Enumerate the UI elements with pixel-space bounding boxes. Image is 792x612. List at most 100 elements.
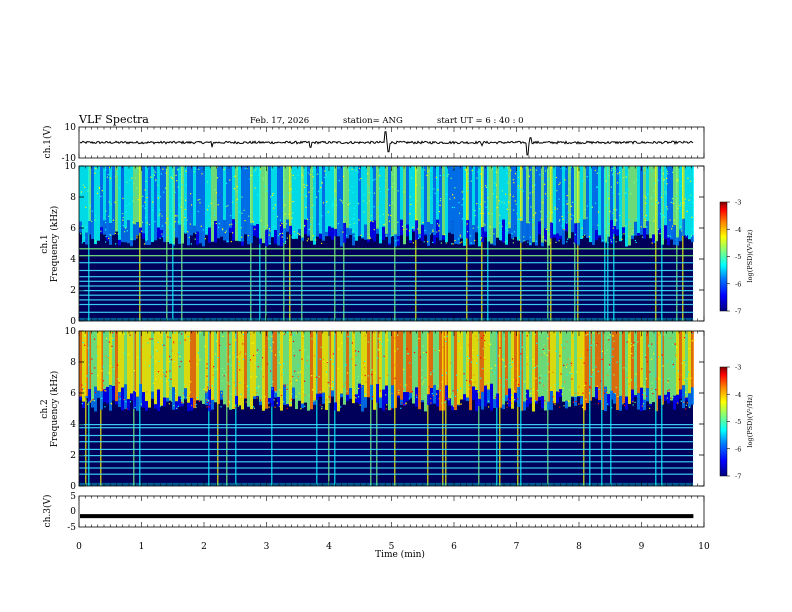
spectrogram-speckle xyxy=(96,192,99,195)
spectrogram-cell xyxy=(637,233,640,236)
spectrogram-speckle xyxy=(667,380,669,382)
spectrogram-cell xyxy=(676,237,679,246)
spectrogram-cell xyxy=(145,240,148,245)
spectrogram-speckle xyxy=(196,397,198,399)
spectrogram-speckle xyxy=(162,235,164,237)
spectrogram-cell xyxy=(682,331,685,386)
spectrogram-speckle xyxy=(260,220,262,222)
spectrogram-cell xyxy=(634,221,637,236)
spectrogram-speckle xyxy=(633,234,635,236)
spectrogram-cell xyxy=(691,387,694,405)
spectrogram-speckle xyxy=(397,348,399,350)
spectrogram-cell xyxy=(400,166,403,220)
spectrogram-speckle xyxy=(390,235,392,237)
spectrogram-speckle xyxy=(361,386,363,388)
ch3-ytick-top: 5 xyxy=(70,492,76,502)
spectrogram-speckle xyxy=(588,392,591,394)
spectrogram-speckle xyxy=(239,365,241,367)
spectrogram-speckle xyxy=(370,215,372,217)
spectrogram-speckle xyxy=(144,207,146,209)
xtick-label: 9 xyxy=(639,542,645,552)
spectrogram-speckle xyxy=(391,392,393,395)
spectrogram-speckle xyxy=(601,350,603,352)
spectrogram-speckle xyxy=(307,172,309,174)
spectrogram-speckle xyxy=(230,364,232,366)
spectrogram-speckle xyxy=(119,380,121,382)
spectrogram-speckle xyxy=(306,217,308,219)
spectrogram-speckle xyxy=(155,378,157,380)
spectrogram-speckle xyxy=(105,236,107,238)
spectrogram-speckle xyxy=(153,170,155,172)
spectrogram-speckle xyxy=(577,179,579,181)
spectrogram-speckle xyxy=(264,229,266,231)
spectrogram-speckle xyxy=(94,367,96,369)
spectrogram-speckle xyxy=(630,193,632,195)
spectrogram-cell xyxy=(448,230,451,233)
spectrogram-cell xyxy=(505,395,508,402)
spectrogram-speckle xyxy=(612,212,614,214)
spheric-line xyxy=(235,331,237,486)
spectrogram-cell xyxy=(154,331,157,405)
spectrogram-speckle xyxy=(331,387,334,389)
spectrogram-speckle xyxy=(249,355,251,357)
spheric-line xyxy=(601,331,603,486)
spectrogram-speckle xyxy=(290,331,292,333)
spectrogram-speckle xyxy=(488,406,490,408)
spectrogram-speckle xyxy=(432,394,434,397)
spectrogram-speckle xyxy=(293,231,295,233)
spectrogram-speckle xyxy=(155,349,157,351)
spectrogram-speckle xyxy=(429,233,432,235)
spectrogram-speckle xyxy=(86,349,88,352)
spectrogram-speckle xyxy=(215,340,217,342)
spectrogram-speckle xyxy=(243,358,245,360)
spectrogram-speckle xyxy=(328,385,330,387)
spectrogram-speckle xyxy=(661,354,663,356)
spectrogram-speckle xyxy=(667,235,669,237)
spectrogram-cell xyxy=(454,166,457,244)
spectrogram-speckle xyxy=(235,387,237,389)
spectrogram-speckle xyxy=(225,347,227,349)
spectrogram-cell xyxy=(277,232,280,246)
spectrogram-speckle xyxy=(303,184,305,186)
spectrogram-cell xyxy=(157,331,160,390)
spectrogram-speckle xyxy=(659,233,661,235)
spectrogram-cell xyxy=(427,394,430,405)
spectrogram-cell xyxy=(682,218,685,236)
spheric-line xyxy=(517,331,519,486)
spectrogram-speckle xyxy=(291,217,293,219)
spectrogram-speckle xyxy=(186,219,188,221)
spectrogram-speckle xyxy=(542,225,544,227)
spectrogram-cell xyxy=(301,331,304,404)
spectrogram-cell xyxy=(616,331,619,411)
spectrogram-speckle xyxy=(87,347,89,349)
spectrogram-speckle xyxy=(671,344,674,346)
spectrogram-speckle xyxy=(111,338,114,340)
spectrogram-cell xyxy=(571,225,574,233)
spectrogram-cell xyxy=(295,331,298,410)
spectrogram-speckle xyxy=(252,342,255,344)
spectrogram-speckle xyxy=(82,341,84,344)
spectrogram-speckle xyxy=(122,225,124,227)
spectrogram-speckle xyxy=(236,356,238,358)
spectrogram-speckle xyxy=(186,396,188,398)
spectrogram-speckle xyxy=(208,400,210,402)
spectrogram-speckle xyxy=(570,166,572,168)
spectrogram-speckle xyxy=(592,332,594,334)
spectrogram-speckle xyxy=(116,173,119,175)
spectrogram-speckle xyxy=(183,223,185,225)
spectrogram-speckle xyxy=(394,377,396,379)
spectrogram-speckle xyxy=(355,354,357,356)
spectrogram-cell xyxy=(166,397,169,402)
spectrogram-speckle xyxy=(123,399,125,401)
spectrogram-speckle xyxy=(508,362,511,364)
spectrogram-speckle xyxy=(459,242,461,244)
spectrogram-speckle xyxy=(266,363,269,365)
spectrogram-speckle xyxy=(377,349,379,351)
spectrogram-speckle xyxy=(84,186,86,188)
spectrogram-speckle xyxy=(612,227,614,229)
spectrogram-speckle xyxy=(164,187,166,189)
spectrogram-cell xyxy=(352,166,355,234)
spectrogram-speckle xyxy=(155,360,157,362)
spectrogram-speckle xyxy=(467,214,469,216)
spectrogram-cell xyxy=(280,222,283,247)
